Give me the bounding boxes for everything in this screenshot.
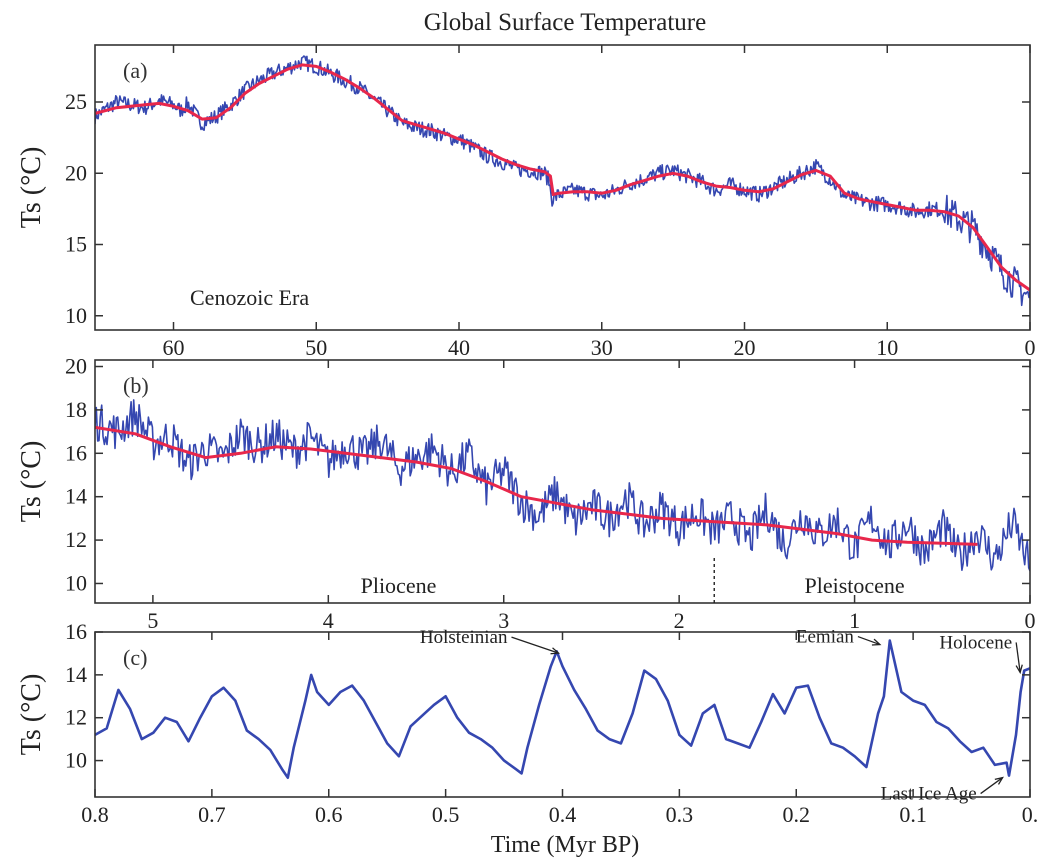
y-tick-label: 20 (65, 354, 87, 379)
annotation-arrowhead (994, 776, 1004, 785)
x-tick-label: 60 (163, 335, 185, 360)
x-tick-label: 0.7 (198, 802, 226, 827)
x-tick-label: 0.8 (81, 802, 109, 827)
x-tick-label: 50 (305, 335, 327, 360)
x-tick-label: 0.5 (432, 802, 460, 827)
x-tick-label: 0 (1025, 335, 1036, 360)
annotation-arrow (1015, 642, 1021, 673)
x-tick-label: 3 (498, 608, 509, 633)
series-smooth-line (95, 425, 978, 546)
y-axis-label: Ts (°C) (16, 441, 47, 523)
y-tick-label: 16 (65, 440, 87, 465)
annotation-arrow (511, 636, 559, 654)
x-tick-label: 2 (674, 608, 685, 633)
x-tick-label: 10 (876, 335, 898, 360)
x-tick-label: 5 (147, 608, 158, 633)
y-tick-label: 20 (65, 160, 87, 185)
y-tick-label: 12 (65, 527, 87, 552)
event-annotation: Holocene (939, 632, 1012, 653)
y-tick-label: 10 (65, 303, 87, 328)
y-tick-label: 12 (65, 705, 87, 730)
x-tick-label: 30 (591, 335, 613, 360)
event-annotation: Holsteinian (420, 627, 508, 648)
panel-c: 0.8 0.7 0.6 0.5 0.4 0.3 0.2 0.1 0. 10 12 14 16 Ts (°C… (16, 619, 1038, 827)
y-tick-label: 25 (65, 89, 87, 114)
x-tick-label: 0. (1022, 802, 1039, 827)
event-annotation: Eemian (796, 627, 855, 648)
x-tick-label: 4 (323, 608, 334, 633)
x-tick-label: 0.4 (549, 802, 577, 827)
panel-label: (b) (123, 373, 149, 398)
y-axis-label: Ts (°C) (16, 674, 47, 756)
x-tick-label: 1 (849, 608, 860, 633)
y-tick-label: 14 (65, 662, 87, 687)
x-tick-label: 40 (448, 335, 470, 360)
x-tick-label: 0.2 (783, 802, 811, 827)
y-tick-label: 14 (65, 484, 87, 509)
annotation-arrow (980, 777, 1004, 795)
plot-frame (94, 44, 1031, 331)
panel-a: 60 50 40 30 20 10 0 10 15 20 25 Ts (°C) (a) Cenozoic … (16, 44, 1036, 360)
annotation-arrowhead (871, 638, 882, 646)
plot-frame (94, 359, 1031, 604)
x-tick-label: 0.1 (899, 802, 927, 827)
annotation-arrow (857, 635, 881, 646)
x-tick-label: 0.6 (315, 802, 343, 827)
y-tick-label: 16 (65, 619, 87, 644)
x-tick-label: 20 (734, 335, 756, 360)
epoch-label: Pleistocene (804, 573, 904, 598)
x-tick-label: 0.3 (666, 802, 694, 827)
y-tick-label: 15 (65, 232, 87, 257)
y-tick-label: 18 (65, 397, 87, 422)
y-tick-label: 10 (65, 748, 87, 773)
event-annotation: Last Ice Age (881, 784, 977, 805)
x-tick-label: 0 (1025, 608, 1036, 633)
series-smooth-line (95, 63, 1030, 292)
plot-frame (94, 631, 1031, 798)
y-axis-label: Ts (°C) (16, 147, 47, 229)
panel-label: (a) (123, 58, 147, 83)
y-tick-label: 10 (65, 570, 87, 595)
era-annotation: Cenozoic Era (190, 285, 309, 310)
panel-label: (c) (123, 645, 147, 670)
figure-title: Global Surface Temperature (424, 9, 706, 36)
series-raw-line (95, 55, 1030, 307)
epoch-label: Pliocene (361, 573, 437, 598)
annotation-arrowhead (550, 647, 561, 655)
series-raw-line (95, 639, 1030, 780)
annotation-arrowhead (1015, 664, 1023, 675)
series-raw-line (95, 399, 1030, 572)
x-axis-label: Time (Myr BP) (491, 832, 639, 858)
